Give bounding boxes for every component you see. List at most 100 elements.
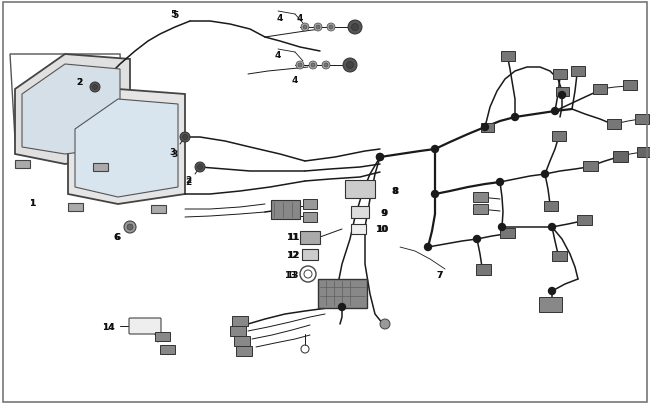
FancyBboxPatch shape	[556, 87, 569, 96]
Bar	[350, 224, 365, 234]
FancyBboxPatch shape	[636, 148, 650, 158]
FancyBboxPatch shape	[551, 252, 567, 261]
Circle shape	[432, 146, 439, 153]
Circle shape	[541, 171, 549, 178]
Text: 2: 2	[185, 177, 191, 186]
Circle shape	[352, 24, 359, 32]
Circle shape	[329, 26, 333, 30]
Circle shape	[339, 304, 346, 311]
FancyBboxPatch shape	[236, 346, 252, 356]
Circle shape	[180, 133, 190, 143]
Circle shape	[316, 26, 320, 30]
FancyBboxPatch shape	[612, 151, 627, 162]
Circle shape	[303, 26, 307, 30]
Circle shape	[309, 62, 317, 70]
FancyBboxPatch shape	[593, 85, 607, 95]
Circle shape	[346, 62, 354, 69]
Text: 10: 10	[375, 225, 387, 234]
Circle shape	[499, 224, 506, 231]
FancyBboxPatch shape	[552, 132, 566, 142]
Circle shape	[198, 165, 203, 170]
Text: 2: 2	[76, 77, 82, 86]
Circle shape	[549, 288, 556, 295]
Text: 8: 8	[392, 187, 398, 196]
FancyBboxPatch shape	[129, 318, 161, 334]
Text: 14: 14	[101, 322, 114, 331]
FancyBboxPatch shape	[159, 345, 174, 354]
Circle shape	[127, 224, 133, 230]
Text: 11: 11	[287, 233, 299, 242]
Circle shape	[311, 64, 315, 68]
Bar	[151, 205, 166, 213]
Text: 9: 9	[381, 208, 387, 217]
Text: 11: 11	[286, 233, 298, 242]
Bar	[351, 207, 369, 218]
FancyBboxPatch shape	[232, 316, 248, 326]
Circle shape	[497, 179, 504, 186]
FancyBboxPatch shape	[303, 213, 317, 222]
Circle shape	[301, 24, 309, 32]
Circle shape	[327, 24, 335, 32]
Text: 1: 1	[29, 198, 35, 207]
Circle shape	[298, 64, 302, 68]
FancyBboxPatch shape	[582, 162, 597, 172]
Circle shape	[314, 24, 322, 32]
FancyBboxPatch shape	[553, 70, 567, 80]
Circle shape	[90, 83, 100, 93]
Text: 13: 13	[284, 270, 296, 279]
FancyBboxPatch shape	[473, 192, 488, 202]
FancyBboxPatch shape	[303, 200, 317, 209]
Text: 5: 5	[172, 11, 178, 19]
Text: 2: 2	[76, 77, 82, 86]
Circle shape	[512, 114, 519, 121]
Bar	[92, 164, 107, 172]
FancyBboxPatch shape	[473, 205, 488, 215]
FancyBboxPatch shape	[607, 120, 621, 130]
Circle shape	[432, 191, 439, 198]
Circle shape	[343, 59, 357, 73]
Circle shape	[348, 21, 362, 35]
FancyBboxPatch shape	[270, 200, 300, 219]
Text: 6: 6	[114, 232, 120, 241]
Text: 12: 12	[286, 250, 298, 259]
Text: 4: 4	[275, 50, 281, 60]
FancyBboxPatch shape	[538, 297, 562, 312]
FancyBboxPatch shape	[499, 228, 515, 239]
Text: 9: 9	[382, 208, 388, 217]
Bar	[14, 161, 29, 168]
Bar	[345, 181, 375, 198]
Circle shape	[124, 222, 136, 233]
Polygon shape	[68, 90, 185, 205]
Circle shape	[473, 236, 480, 243]
Circle shape	[322, 62, 330, 70]
Text: 12: 12	[287, 250, 299, 259]
FancyBboxPatch shape	[480, 123, 493, 132]
Text: 4: 4	[292, 75, 298, 84]
Circle shape	[424, 244, 432, 251]
Text: 13: 13	[286, 270, 298, 279]
Circle shape	[380, 319, 390, 329]
Polygon shape	[15, 55, 130, 164]
Text: 5: 5	[170, 9, 176, 19]
FancyBboxPatch shape	[623, 81, 637, 91]
Circle shape	[549, 224, 556, 231]
Circle shape	[376, 154, 384, 161]
FancyBboxPatch shape	[234, 336, 250, 346]
Bar	[300, 231, 320, 244]
Circle shape	[376, 154, 384, 161]
FancyBboxPatch shape	[544, 202, 558, 211]
Bar	[68, 203, 83, 211]
Text: 4: 4	[277, 13, 283, 22]
Text: 8: 8	[393, 187, 399, 196]
Text: 1: 1	[29, 198, 35, 207]
Circle shape	[324, 64, 328, 68]
Text: 4: 4	[297, 13, 303, 22]
Text: 6: 6	[115, 232, 121, 241]
Circle shape	[92, 85, 98, 90]
FancyBboxPatch shape	[577, 215, 592, 226]
FancyBboxPatch shape	[476, 264, 491, 275]
Circle shape	[296, 62, 304, 70]
FancyBboxPatch shape	[155, 332, 170, 341]
FancyBboxPatch shape	[230, 326, 246, 336]
Text: 3: 3	[169, 147, 175, 156]
